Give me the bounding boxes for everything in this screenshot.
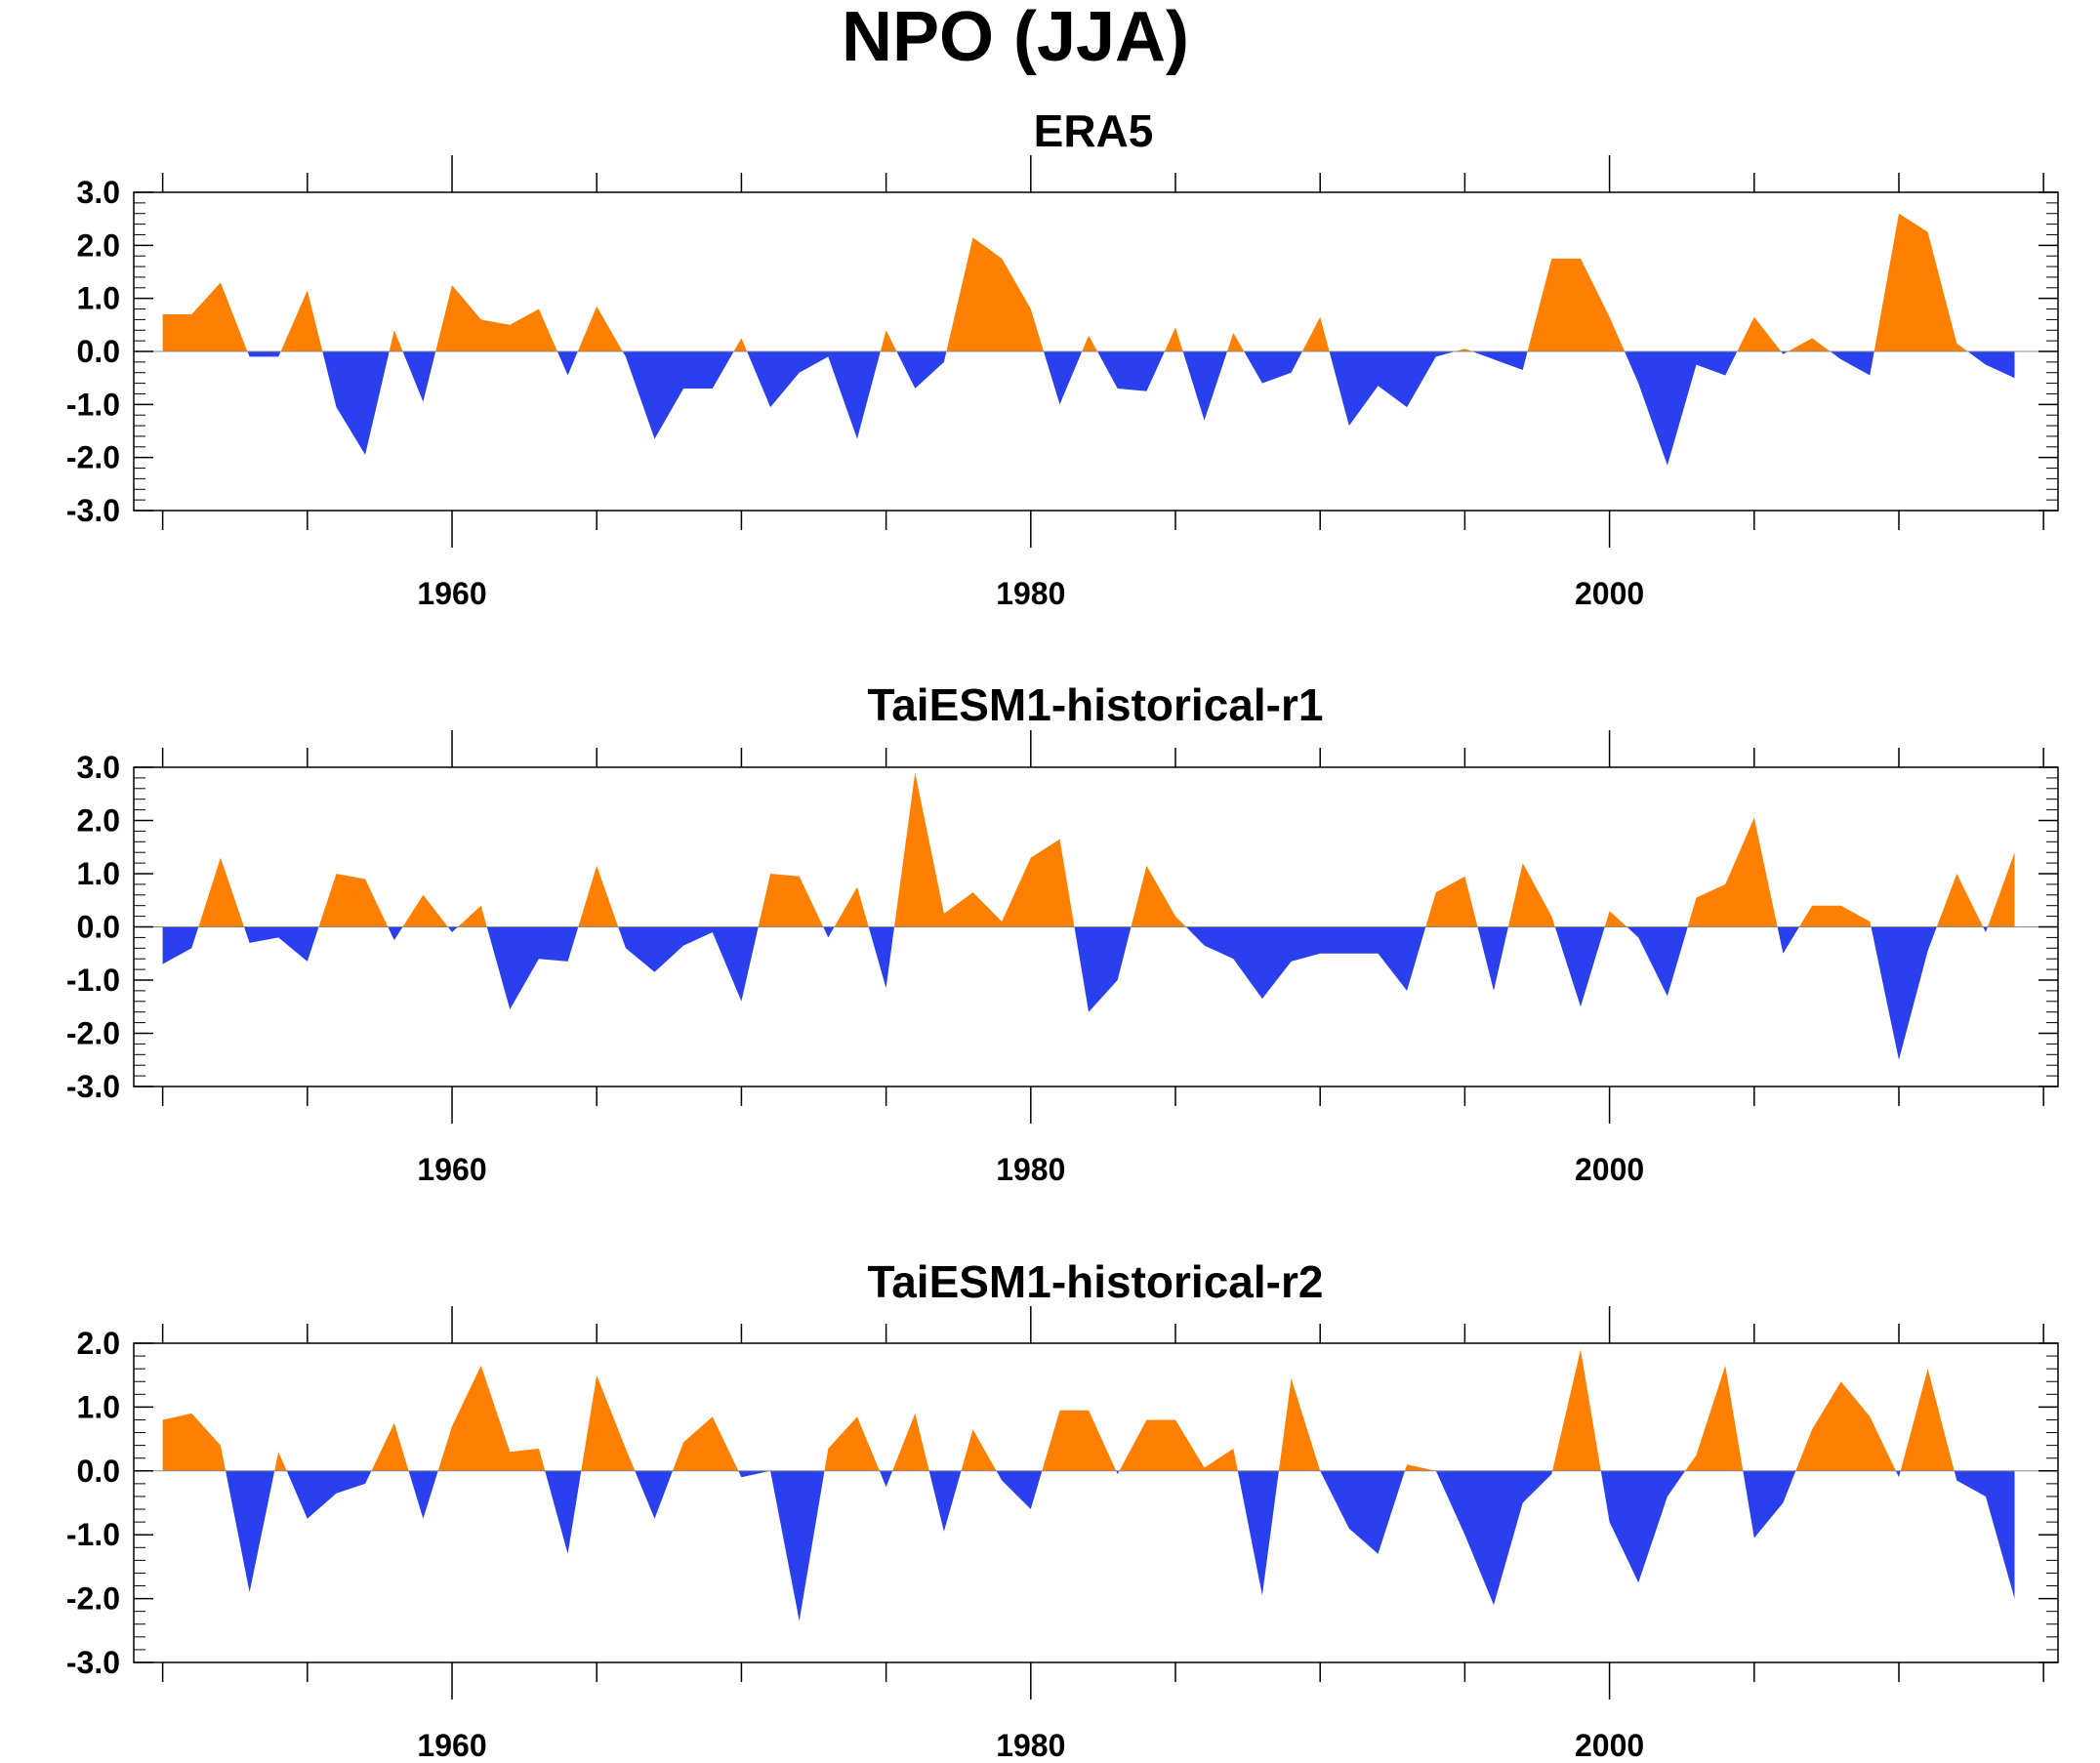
- panel-taiesm1-r1: TaiESM1-historical-r1 -3.0 -2.0 -1.0 0.0 1.0…: [66, 679, 2059, 1187]
- plot-area: [134, 213, 2058, 466]
- y-tick-label: 2.0: [77, 227, 120, 263]
- series-positive-area: [162, 1349, 2015, 1471]
- series-negative-area: [162, 351, 2015, 466]
- x-tick-label: 2000: [1575, 1728, 1644, 1763]
- panel-title: ERA5: [1034, 105, 1154, 156]
- panel-era5: ERA5 -3.0 -2.0 -1.0 0.0 1.0 2.0 3.0 1960 1980 200…: [66, 105, 2059, 611]
- y-tick-label: -3.0: [66, 493, 120, 528]
- panel-title: TaiESM1-historical-r2: [868, 1256, 1324, 1307]
- series-negative-area: [162, 926, 2015, 1060]
- y-tick-label: 3.0: [77, 175, 120, 210]
- y-tick-label: -1.0: [66, 1517, 120, 1552]
- y-tick-label: -2.0: [66, 1581, 120, 1617]
- y-tick-label: 2.0: [77, 803, 120, 839]
- y-tick-label: 1.0: [77, 1389, 120, 1424]
- y-tick-label: -3.0: [66, 1645, 120, 1680]
- x-tick-label: 1980: [996, 1728, 1065, 1763]
- axes: -3.0 -2.0 -1.0 0.0 1.0 2.0 3.0 1960 1980 2000: [66, 730, 2059, 1187]
- x-tick-label: 2000: [1575, 1152, 1644, 1187]
- y-tick-label: 0.0: [77, 334, 120, 369]
- panel-title: TaiESM1-historical-r1: [868, 679, 1324, 730]
- x-tick-label: 1960: [417, 1728, 486, 1763]
- y-tick-label: 1.0: [77, 281, 120, 316]
- axes: -3.0 -2.0 -1.0 0.0 1.0 2.0 3.0 1960 1980 2000: [66, 155, 2059, 611]
- axes: -3.0 -2.0 -1.0 0.0 1.0 2.0 1960 1980 2000: [66, 1306, 2059, 1763]
- x-tick-label: 1960: [417, 576, 486, 611]
- y-tick-label: 2.0: [77, 1326, 120, 1361]
- y-tick-label: -3.0: [66, 1069, 120, 1104]
- y-tick-label: 3.0: [77, 750, 120, 785]
- y-tick-label: 1.0: [77, 856, 120, 891]
- y-tick-label: 0.0: [77, 910, 120, 945]
- plot-frame: [133, 1342, 2059, 1663]
- x-tick-label: 1960: [417, 1152, 486, 1187]
- series-positive-area: [162, 772, 2015, 927]
- x-tick-label: 2000: [1575, 576, 1644, 611]
- plot-area: [134, 772, 2058, 1060]
- x-tick-label: 1980: [996, 576, 1065, 611]
- y-tick-label: -1.0: [66, 963, 120, 998]
- y-tick-label: -2.0: [66, 440, 120, 475]
- plot-area: [134, 1349, 2058, 1621]
- figure-title: NPO (JJA): [842, 0, 1189, 76]
- x-tick-label: 1980: [996, 1152, 1065, 1187]
- series-positive-area: [162, 213, 2015, 351]
- y-tick-label: 0.0: [77, 1454, 120, 1489]
- y-tick-label: -1.0: [66, 387, 120, 422]
- series-negative-area: [162, 1470, 2015, 1621]
- panel-taiesm1-r2: TaiESM1-historical-r2 -3.0 -2.0 -1.0 0.0 1.0…: [66, 1256, 2059, 1763]
- y-tick-label: -2.0: [66, 1016, 120, 1051]
